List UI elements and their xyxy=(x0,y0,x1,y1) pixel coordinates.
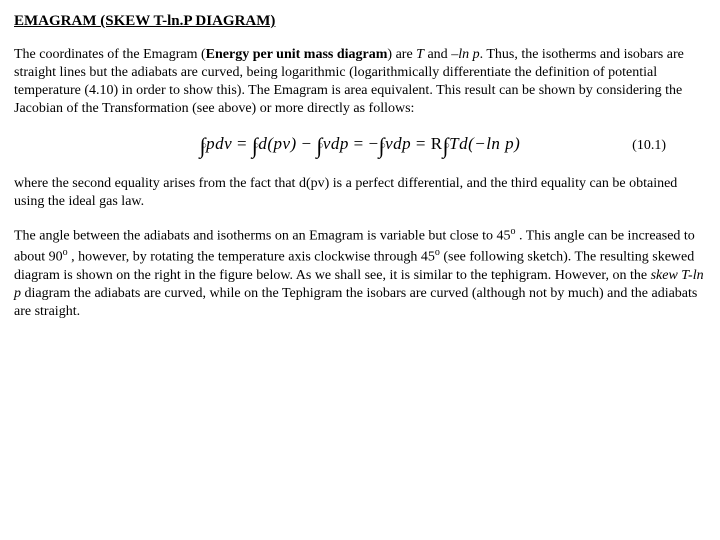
eq-eq2: = − xyxy=(349,134,379,153)
eq-minus1: − xyxy=(297,134,317,153)
integral-icon: ∫ xyxy=(379,132,386,161)
p1-text-e: and xyxy=(424,47,451,62)
p3-a: The angle between the adiabats and isoth… xyxy=(14,229,510,244)
paragraph-2: where the second equality arises from th… xyxy=(14,175,706,211)
equation-number: (10.1) xyxy=(632,137,666,155)
eq-t2: d(pv) xyxy=(258,134,296,153)
equation-row: ∫pdv = ∫d(pv) − ∫vdp = −∫vdp = R∫Td(−ln … xyxy=(14,132,706,161)
eq-eq1: = xyxy=(232,134,252,153)
eq-eq3: = R xyxy=(411,134,442,153)
p3-f: diagram the adiabats are curved, while o… xyxy=(14,286,697,319)
paragraph-3: The angle between the adiabats and isoth… xyxy=(14,225,706,321)
eq-t4: vdp xyxy=(385,134,411,153)
equation-body: ∫pdv = ∫d(pv) − ∫vdp = −∫vdp = R∫Td(−ln … xyxy=(200,132,521,161)
p1-text-a: The coordinates of the Emagram ( xyxy=(14,47,206,62)
p1-text-c: ) are xyxy=(387,47,416,62)
eq-t5: Td(−ln p) xyxy=(449,134,520,153)
p3-c: , however, by rotating the temperature a… xyxy=(68,250,435,265)
eq-t3: vdp xyxy=(323,134,349,153)
integral-icon: ∫ xyxy=(252,132,259,161)
paragraph-1: The coordinates of the Emagram (Energy p… xyxy=(14,46,706,119)
integral-icon: ∫ xyxy=(200,132,207,161)
section-title: EMAGRAM (SKEW T-ln.P DIAGRAM) xyxy=(14,12,706,32)
p1-var-lnp: –ln p xyxy=(451,47,479,62)
p1-var-T: T xyxy=(416,47,424,62)
integral-icon: ∫ xyxy=(443,132,450,161)
integral-icon: ∫ xyxy=(316,132,323,161)
p1-bold: Energy per unit mass diagram xyxy=(206,47,388,62)
eq-t1: pdv xyxy=(206,134,232,153)
